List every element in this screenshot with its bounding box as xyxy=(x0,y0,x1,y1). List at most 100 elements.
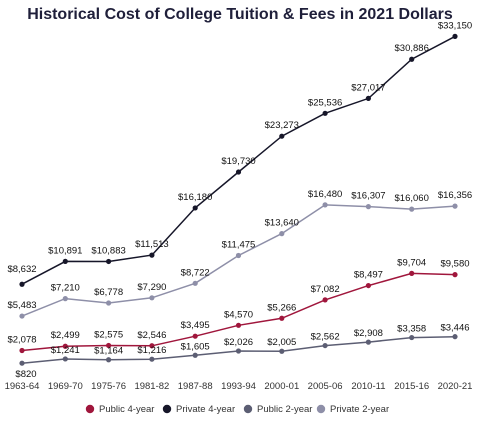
data-label-private-4-year-10: $33,150 xyxy=(438,20,472,31)
x-tick-label-1987-88: 1987-88 xyxy=(178,381,213,392)
x-tick-label-1975-76: 1975-76 xyxy=(91,381,126,392)
data-point-public-2-year-3 xyxy=(149,356,155,362)
data-label-private-4-year-1: $10,891 xyxy=(48,245,82,256)
data-point-private-2-year-7 xyxy=(322,202,328,208)
data-label-private-4-year-2: $10,883 xyxy=(91,245,125,256)
data-label-public-4-year-2: $2,575 xyxy=(94,329,123,340)
data-point-private-2-year-0 xyxy=(19,313,25,319)
data-point-private-2-year-8 xyxy=(365,204,371,210)
data-label-private-2-year-1: $7,210 xyxy=(51,283,80,294)
chart-title: Historical Cost of College Tuition & Fee… xyxy=(27,6,453,23)
data-label-public-2-year-5: $2,026 xyxy=(224,337,253,348)
data-point-private-4-year-9 xyxy=(409,56,415,62)
x-tick-label-1993-94: 1993-94 xyxy=(221,381,256,392)
data-point-public-4-year-0 xyxy=(19,347,25,354)
data-point-private-2-year-10 xyxy=(452,203,458,209)
data-point-private-4-year-4 xyxy=(192,205,198,211)
data-label-private-4-year-8: $27,017 xyxy=(351,82,385,93)
x-tick-label-2020-21: 2020-21 xyxy=(438,381,473,392)
data-label-private-4-year-9: $30,886 xyxy=(395,43,429,54)
data-point-private-2-year-1 xyxy=(62,296,68,302)
data-point-private-4-year-1 xyxy=(62,258,68,264)
data-point-public-2-year-9 xyxy=(409,334,415,341)
data-point-public-4-year-10 xyxy=(452,272,458,278)
legend-swatch-private-4-year xyxy=(162,404,172,414)
data-label-public-2-year-9: $3,358 xyxy=(397,324,426,335)
x-tick-label-2010-11: 2010-11 xyxy=(351,381,385,392)
data-label-private-2-year-10: $16,356 xyxy=(438,190,472,201)
data-point-public-2-year-10 xyxy=(452,334,458,340)
data-label-private-4-year-3: $11,513 xyxy=(135,239,169,250)
data-label-private-2-year-2: $6,778 xyxy=(94,287,123,298)
data-point-private-2-year-2 xyxy=(106,300,112,306)
x-tick-label-1969-70: 1969-70 xyxy=(48,381,83,392)
data-label-public-2-year-2: $1,164 xyxy=(94,346,123,357)
x-tick-label-2000-01: 2000-01 xyxy=(264,381,299,392)
data-label-public-2-year-7: $2,562 xyxy=(311,332,340,343)
data-label-public-4-year-4: $3,495 xyxy=(181,320,210,331)
data-point-public-2-year-8 xyxy=(365,339,371,345)
data-point-private-4-year-8 xyxy=(365,95,371,101)
data-label-private-2-year-4: $8,722 xyxy=(181,267,210,278)
data-point-public-4-year-3 xyxy=(149,343,155,349)
data-label-public-4-year-0: $2,078 xyxy=(7,334,36,345)
data-point-private-4-year-2 xyxy=(106,258,112,265)
data-label-public-4-year-10: $9,580 xyxy=(440,259,469,270)
data-point-private-2-year-9 xyxy=(409,206,415,212)
legend-label-public-2-year: Public 2-year xyxy=(257,404,312,415)
x-tick-label-2015-16: 2015-16 xyxy=(394,381,429,392)
data-label-public-4-year-1: $2,499 xyxy=(51,330,80,341)
legend-swatch-public-4-year xyxy=(85,404,95,414)
data-point-private-2-year-3 xyxy=(149,295,155,301)
data-label-private-2-year-9: $16,060 xyxy=(395,193,429,204)
data-point-public-2-year-6 xyxy=(279,348,285,354)
data-point-private-4-year-5 xyxy=(235,169,242,175)
data-point-public-2-year-1 xyxy=(62,356,68,362)
data-point-public-2-year-7 xyxy=(322,342,328,349)
data-label-public-4-year-3: $2,546 xyxy=(137,330,166,341)
data-label-public-4-year-7: $7,082 xyxy=(311,284,340,295)
data-label-private-4-year-4: $16,180 xyxy=(178,192,212,203)
legend-label-public-4-year: Public 4-year xyxy=(99,404,154,415)
data-label-public-4-year-5: $4,570 xyxy=(224,309,253,320)
x-tick-label-1981-82: 1981-82 xyxy=(134,381,169,392)
data-label-public-4-year-6: $5,266 xyxy=(267,302,296,313)
data-label-public-2-year-8: $2,908 xyxy=(354,328,383,339)
data-label-public-4-year-8: $8,497 xyxy=(354,270,383,281)
data-point-public-2-year-4 xyxy=(192,352,198,358)
data-point-private-4-year-6 xyxy=(279,133,285,139)
data-point-public-4-year-8 xyxy=(365,282,371,289)
legend-swatch-private-2-year xyxy=(316,404,326,414)
data-point-public-4-year-7 xyxy=(322,297,328,303)
data-label-private-2-year-5: $11,475 xyxy=(222,239,256,250)
data-point-public-4-year-9 xyxy=(409,270,415,276)
data-label-private-2-year-3: $7,290 xyxy=(137,282,166,293)
data-label-private-4-year-5: $19,730 xyxy=(221,156,255,167)
data-point-private-4-year-0 xyxy=(19,281,25,287)
data-point-public-2-year-2 xyxy=(106,357,112,363)
data-label-public-2-year-10: $3,446 xyxy=(440,323,469,334)
data-label-private-4-year-0: $8,632 xyxy=(7,264,36,275)
data-label-public-2-year-1: $1,241 xyxy=(51,345,80,356)
series-line-private-2-year xyxy=(21,204,456,317)
data-label-public-2-year-3: $1,216 xyxy=(137,345,166,356)
data-label-public-2-year-6: $2,005 xyxy=(267,337,296,348)
data-label-private-2-year-7: $16,480 xyxy=(308,189,342,200)
data-label-public-4-year-9: $9,704 xyxy=(397,257,426,268)
data-label-private-2-year-8: $16,307 xyxy=(351,191,385,202)
data-label-private-2-year-0: $5,483 xyxy=(7,300,36,311)
x-tick-label-1963-64: 1963-64 xyxy=(5,381,40,392)
data-point-private-4-year-3 xyxy=(149,252,155,258)
data-point-public-2-year-5 xyxy=(235,348,242,354)
data-point-public-4-year-4 xyxy=(192,333,198,339)
data-point-private-2-year-6 xyxy=(279,230,285,237)
data-label-public-2-year-0: $820 xyxy=(15,369,36,380)
data-point-private-2-year-4 xyxy=(192,280,198,286)
data-label-private-4-year-6: $23,273 xyxy=(265,120,299,131)
legend-swatch-public-2-year xyxy=(243,404,253,414)
data-point-public-4-year-1 xyxy=(62,343,68,349)
data-point-private-4-year-10 xyxy=(452,33,458,39)
data-label-private-4-year-7: $25,536 xyxy=(308,97,342,108)
